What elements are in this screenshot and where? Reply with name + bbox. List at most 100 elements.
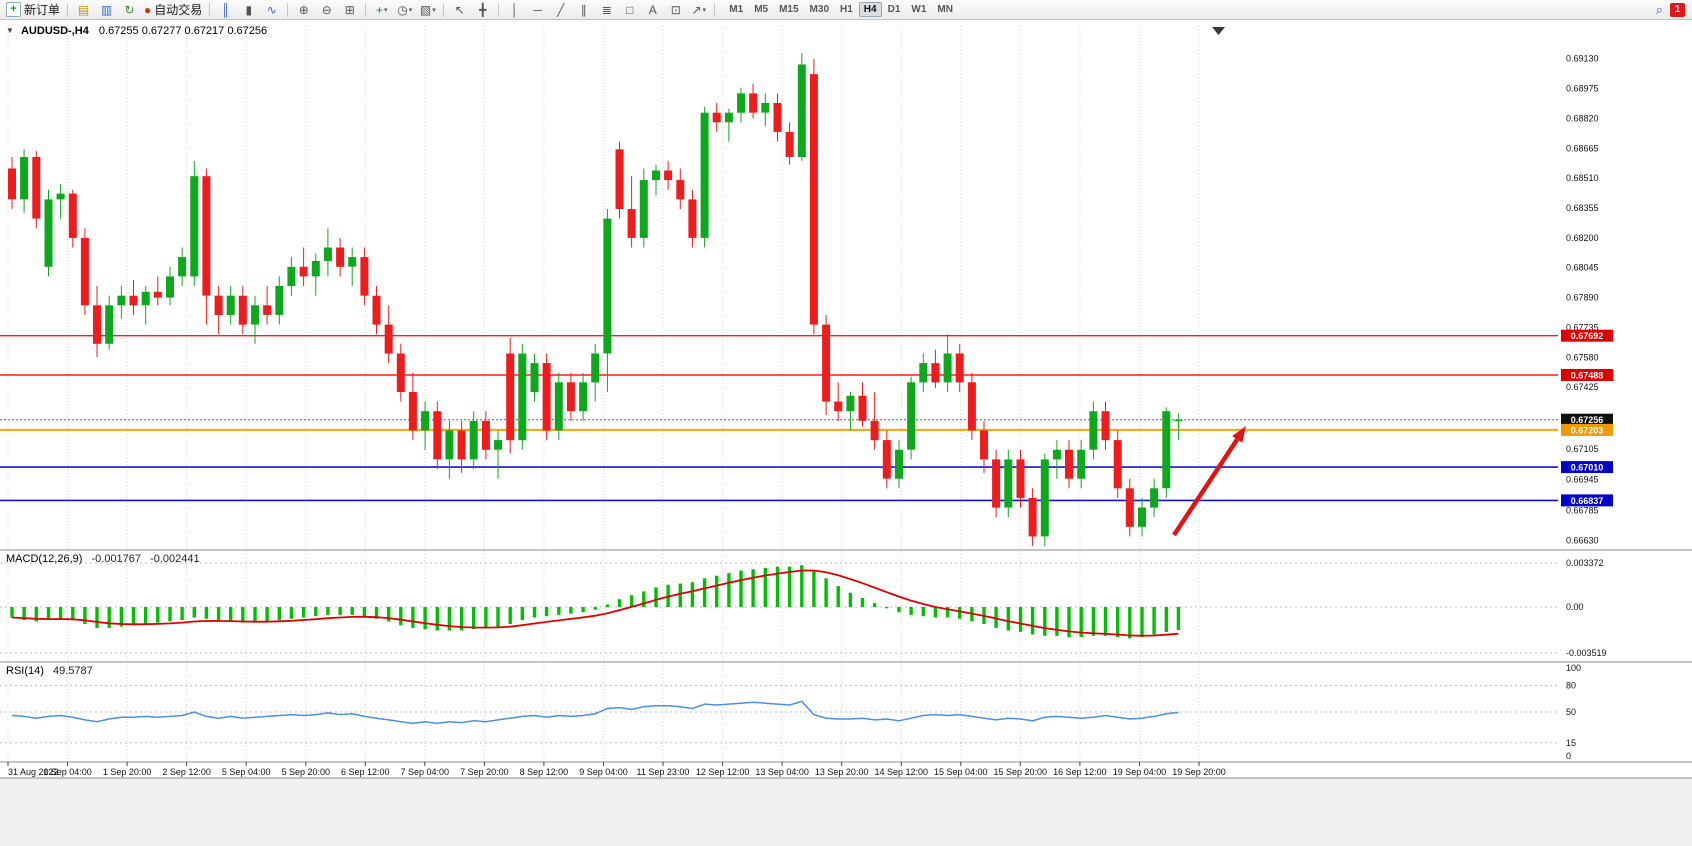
candle bbox=[287, 266, 296, 287]
chart-background bbox=[0, 20, 1692, 778]
candle bbox=[834, 401, 843, 412]
zoom-out-button[interactable]: ⊖ bbox=[316, 1, 337, 18]
chevron-down-icon: ▾ bbox=[384, 6, 388, 14]
svg-text:0.68975: 0.68975 bbox=[1566, 84, 1599, 94]
vertical-line-tool-button[interactable]: │ bbox=[504, 1, 525, 18]
separator bbox=[714, 2, 716, 17]
collapse-triangle-icon[interactable]: ▼ bbox=[6, 26, 14, 35]
horizontal-line-tool-button[interactable]: ─ bbox=[527, 1, 548, 18]
candle bbox=[117, 295, 126, 306]
timeframe-button-m15[interactable]: M15 bbox=[779, 4, 799, 15]
candle bbox=[80, 237, 89, 306]
label-tool-icon: ⊡ bbox=[670, 2, 681, 17]
new-order-icon: + bbox=[6, 2, 21, 17]
svg-text:15 Sep 20:00: 15 Sep 20:00 bbox=[994, 767, 1048, 777]
indicators-button[interactable]: + ▾ bbox=[371, 1, 392, 18]
horizontal-line-icon: ─ bbox=[533, 2, 543, 17]
candle bbox=[348, 257, 357, 267]
candle bbox=[907, 382, 916, 450]
trendline-tool-button[interactable]: ╱ bbox=[550, 1, 571, 18]
candle bbox=[943, 353, 952, 383]
svg-text:5 Sep 04:00: 5 Sep 04:00 bbox=[222, 767, 271, 777]
candle bbox=[1016, 459, 1025, 498]
notification-badge[interactable]: 1 bbox=[1670, 2, 1685, 17]
chevron-down-icon: ▾ bbox=[432, 6, 436, 14]
timeframe-button-m1[interactable]: M1 bbox=[729, 4, 744, 15]
candle bbox=[554, 382, 563, 431]
timeframe-button-w1[interactable]: W1 bbox=[911, 4, 927, 15]
svg-text:8 Sep 12:00: 8 Sep 12:00 bbox=[520, 767, 569, 777]
refresh-button[interactable]: ↻ bbox=[119, 1, 140, 18]
candle bbox=[773, 103, 782, 132]
svg-text:50: 50 bbox=[1566, 707, 1576, 717]
line-chart-mode-button[interactable]: ∿ bbox=[261, 1, 282, 18]
candle bbox=[44, 199, 53, 267]
candlestick-mode-button[interactable]: ▮ bbox=[238, 1, 259, 18]
svg-text:0.66785: 0.66785 bbox=[1566, 505, 1599, 515]
svg-text:0.67580: 0.67580 bbox=[1566, 352, 1599, 362]
arrows-icon: ↗ bbox=[691, 2, 702, 17]
trend-arrow-annotation[interactable] bbox=[1172, 426, 1246, 537]
fibonacci-tool-button[interactable]: ≣ bbox=[596, 1, 617, 18]
timeframe-button-m30[interactable]: M30 bbox=[809, 4, 829, 15]
separator bbox=[365, 2, 367, 17]
timeframe-button-mn[interactable]: MN bbox=[937, 4, 953, 15]
bar-chart-icon: ║ bbox=[221, 2, 231, 17]
candle bbox=[919, 363, 928, 383]
indicators-plus-icon: + bbox=[376, 2, 384, 17]
svg-text:0.003372: 0.003372 bbox=[1566, 558, 1604, 568]
candle bbox=[384, 324, 393, 354]
svg-text:13 Sep 20:00: 13 Sep 20:00 bbox=[815, 767, 869, 777]
candle bbox=[1052, 449, 1061, 460]
svg-text:0.67735: 0.67735 bbox=[1566, 323, 1599, 333]
auto-trading-label: 自动交易 bbox=[154, 3, 203, 17]
toolbar-right-group: ⌕ 1 bbox=[1655, 2, 1688, 17]
candle bbox=[433, 411, 442, 460]
arrows-tool-button[interactable]: ↗ ▾ bbox=[688, 1, 709, 18]
svg-text:14 Sep 12:00: 14 Sep 12:00 bbox=[875, 767, 929, 777]
separator bbox=[443, 2, 445, 17]
timeframe-button-h1[interactable]: H1 bbox=[840, 4, 853, 15]
crosshair-tool-button[interactable]: ╋ bbox=[472, 1, 493, 18]
candle bbox=[712, 112, 721, 123]
market-watch-button[interactable]: ▤ bbox=[73, 1, 94, 18]
new-order-button[interactable]: + 新订单 bbox=[4, 1, 62, 18]
timeframe-button-m5[interactable]: M5 bbox=[754, 4, 769, 15]
candle bbox=[882, 440, 891, 479]
svg-text:15: 15 bbox=[1566, 738, 1576, 748]
zoom-in-icon: ⊕ bbox=[298, 2, 309, 17]
candle bbox=[688, 199, 697, 238]
text-tool-icon: A bbox=[648, 2, 657, 17]
zoom-out-icon: ⊖ bbox=[321, 2, 332, 17]
templates-button[interactable]: ▧ ▾ bbox=[417, 1, 438, 18]
periods-button[interactable]: ◷ ▾ bbox=[394, 1, 415, 18]
shapes-tool-button[interactable]: □ bbox=[619, 1, 640, 18]
svg-text:6 Sep 12:00: 6 Sep 12:00 bbox=[341, 767, 390, 777]
text-tool-button[interactable]: A bbox=[642, 1, 663, 18]
timeframe-button-d1[interactable]: D1 bbox=[887, 4, 901, 15]
candle bbox=[809, 74, 818, 325]
zoom-in-button[interactable]: ⊕ bbox=[293, 1, 314, 18]
svg-text:19 Sep 20:00: 19 Sep 20:00 bbox=[1172, 767, 1226, 777]
candle bbox=[1125, 488, 1134, 527]
label-tool-button[interactable]: ⊡ bbox=[665, 1, 686, 18]
candle bbox=[579, 382, 588, 412]
candle bbox=[360, 257, 369, 296]
channel-tool-button[interactable]: ∥ bbox=[573, 1, 594, 18]
chart-shift-marker[interactable] bbox=[1212, 27, 1225, 35]
cursor-tool-button[interactable]: ↖ bbox=[449, 1, 470, 18]
candle bbox=[1162, 411, 1171, 489]
tile-windows-icon: ⊞ bbox=[344, 2, 355, 17]
navigator-button[interactable]: ▥ bbox=[96, 1, 117, 18]
timeframe-button-h4[interactable]: H4 bbox=[858, 2, 882, 17]
auto-trading-button[interactable]: ● 自动交易 bbox=[142, 1, 204, 18]
candle bbox=[676, 180, 685, 200]
candle bbox=[275, 286, 284, 315]
candle bbox=[506, 353, 515, 441]
svg-text:0.67105: 0.67105 bbox=[1566, 444, 1599, 454]
search-icon[interactable]: ⌕ bbox=[1655, 2, 1663, 17]
svg-text:7 Sep 20:00: 7 Sep 20:00 bbox=[460, 767, 509, 777]
bar-chart-mode-button[interactable]: ║ bbox=[215, 1, 236, 18]
tile-windows-button[interactable]: ⊞ bbox=[339, 1, 360, 18]
